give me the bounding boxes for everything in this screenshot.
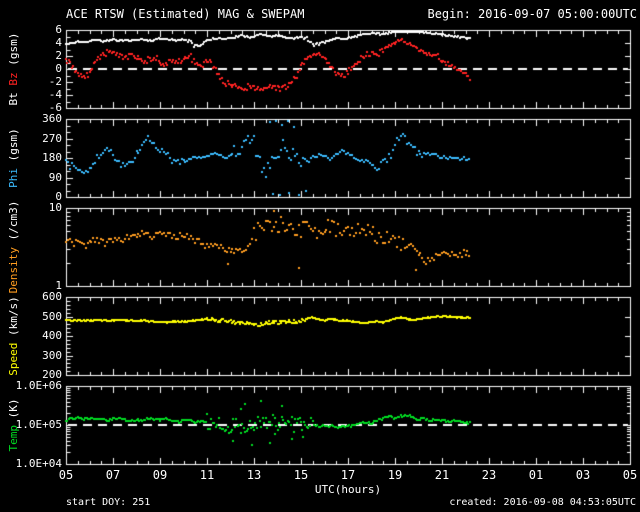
created-timestamp: created: 2016-09-08 04:53:05UTC (449, 497, 636, 508)
temp-ytick-label: 1.0E+06 (15, 379, 62, 392)
speed-axis-label-part: (km/s) (6, 296, 20, 343)
phi-axis-label: Phi (gsm) (6, 128, 20, 188)
density-ytick-label: 10 (48, 201, 62, 214)
mag-ytick-label: -6 (48, 101, 62, 114)
density-axis-label: Density (/cm3) (6, 200, 20, 294)
mag-axis-label-part: Bz (6, 72, 20, 86)
x-tick-label: 19 (387, 468, 403, 482)
density-axis-label-part: Density (6, 247, 20, 294)
mag-axis-label-part: Bt (6, 85, 20, 106)
speed-ytick-label: 200 (42, 368, 62, 381)
phi-ytick-label: 0 (55, 190, 62, 203)
temp-ytick-label: 1.0E+04 (15, 457, 62, 470)
temp-ytick-label: 1.0E+05 (15, 418, 62, 431)
phi-ytick-label: 180 (42, 151, 62, 164)
speed-axis-label: Speed (km/s) (6, 296, 20, 376)
x-tick-label: 07 (105, 468, 121, 482)
mag-ytick-label: 4 (55, 36, 62, 49)
chart-title: ACE RTSW (Estimated) MAG & SWEPAM (66, 7, 305, 21)
x-tick-label: 01 (528, 468, 544, 482)
x-tick-label: 03 (575, 468, 591, 482)
x-tick-label: 09 (152, 468, 168, 482)
x-tick-label: 13 (246, 468, 262, 482)
density-ytick-label: 1 (55, 279, 62, 292)
mag-ytick-label: 6 (55, 23, 62, 36)
temp-axis-label-part: (K) (6, 398, 20, 425)
x-tick-label: 15 (293, 468, 309, 482)
mag-ytick-label: -2 (48, 75, 62, 88)
mag-ytick-label: -4 (48, 88, 62, 101)
mag-axis-label: Bt Bz (gsm) (6, 32, 20, 106)
speed-ytick-label: 400 (42, 329, 62, 342)
x-tick-label: 23 (481, 468, 497, 482)
temp-axis-label-part: Temp (6, 425, 20, 452)
phi-axis-label-part: (gsm) (6, 128, 20, 168)
mag-ytick-label: 0 (55, 62, 62, 75)
start-doy-label: start DOY: 251 (66, 497, 151, 508)
x-tick-label: 17 (340, 468, 356, 482)
temp-axis-label: Temp (K) (6, 398, 20, 452)
mag-axis-label-part: (gsm) (6, 32, 20, 73)
phi-axis-label-part: Phi (6, 167, 20, 188)
x-tick-label: 11 (199, 468, 215, 482)
x-tick-label: 05 (58, 468, 74, 482)
density-axis-label-part: (/cm3) (6, 200, 20, 247)
speed-ytick-label: 500 (42, 309, 62, 323)
mag-ytick-label: 2 (55, 49, 62, 62)
phi-ytick-label: 270 (42, 131, 62, 145)
speed-ytick-label: 600 (42, 290, 62, 303)
phi-ytick-label: 90 (48, 170, 62, 184)
phi-ytick-label: 360 (42, 112, 62, 125)
x-tick-label: 21 (434, 468, 450, 482)
x-tick-label: 05 (622, 468, 638, 482)
x-axis-title: UTC(hours) (314, 483, 382, 496)
speed-axis-label-part: Speed (6, 342, 20, 376)
speed-ytick-label: 300 (42, 348, 62, 362)
begin-timestamp: Begin: 2016-09-07 05:00:00UTC (427, 7, 637, 21)
